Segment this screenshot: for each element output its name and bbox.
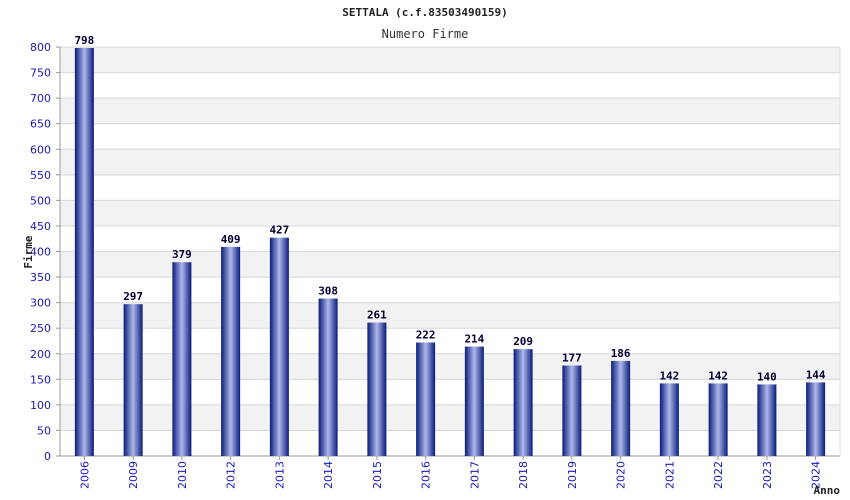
value-label: 209 — [513, 335, 533, 348]
y-tick-label: 200 — [30, 348, 51, 361]
x-tick-label: 2024 — [810, 461, 823, 489]
value-labels: 798 297 379 409 427 308 261 222 214 209 177 186 142 1… — [74, 34, 825, 383]
x-tick-label: 2016 — [420, 461, 433, 489]
x-tick-label: 2020 — [615, 461, 628, 489]
bar — [416, 342, 436, 456]
x-tick-label: 2010 — [176, 461, 189, 489]
bar — [221, 246, 241, 456]
x-tick-label: 2015 — [371, 461, 384, 489]
grid-band — [60, 47, 840, 73]
value-label: 308 — [318, 285, 338, 298]
y-tick-label: 100 — [30, 399, 51, 412]
bar — [318, 298, 338, 456]
bar — [659, 383, 679, 456]
bar — [269, 237, 289, 456]
bar — [513, 349, 533, 456]
grid-band — [60, 200, 840, 226]
value-label: 144 — [806, 368, 826, 381]
x-tick-label: 2012 — [225, 461, 238, 489]
x-tick-label: 2006 — [78, 461, 91, 489]
value-label: 409 — [221, 233, 241, 246]
value-label: 261 — [367, 309, 387, 322]
grid-band — [60, 123, 840, 150]
x-tick-label: 2017 — [468, 461, 481, 489]
x-tick-label: 2009 — [127, 461, 140, 489]
bar — [708, 383, 728, 456]
value-label: 142 — [659, 369, 679, 382]
bar — [611, 360, 631, 456]
bars — [74, 48, 826, 457]
x-axis-label: Anno — [814, 484, 841, 497]
grid-band — [60, 72, 840, 99]
value-label: 222 — [416, 329, 436, 342]
value-label: 177 — [562, 352, 582, 365]
x-tick-label: 2023 — [761, 461, 774, 489]
y-tick-label: 50 — [37, 424, 51, 437]
bar — [562, 365, 582, 456]
y-tick-label: 350 — [30, 271, 51, 284]
bar — [757, 384, 777, 456]
y-tick-label: 600 — [30, 143, 51, 156]
value-label: 379 — [172, 248, 192, 261]
value-label: 297 — [123, 290, 143, 303]
bar — [367, 322, 387, 456]
y-axis-label: Firme — [22, 235, 35, 268]
x-tick-labels: 2006 2009 2010 2012 2013 2014 2015 2016 2017 2018… — [78, 456, 823, 489]
y-tick-label: 700 — [30, 92, 51, 105]
y-tick-label: 750 — [30, 67, 51, 80]
chart-subtitle: Numero Firme — [382, 27, 469, 41]
bar — [74, 48, 94, 457]
x-tick-label: 2022 — [712, 461, 725, 489]
chart-title: SETTALA (c.f.83503490159) — [342, 6, 508, 19]
y-tick-label: 0 — [44, 450, 51, 463]
y-tick-label: 250 — [30, 322, 51, 335]
y-tick-label: 300 — [30, 297, 51, 310]
value-label: 798 — [74, 34, 94, 47]
y-tick-label: 550 — [30, 169, 51, 182]
bar — [806, 382, 826, 456]
x-tick-label: 2014 — [322, 461, 335, 489]
value-label: 142 — [708, 369, 728, 382]
grid-band — [60, 225, 840, 252]
x-tick-label: 2013 — [273, 461, 286, 489]
x-tick-label: 2018 — [517, 461, 530, 489]
grid-band — [60, 174, 840, 201]
x-tick-label: 2021 — [663, 461, 676, 489]
y-tick-label: 150 — [30, 373, 51, 386]
y-tick-label: 650 — [30, 118, 51, 131]
grid-band — [60, 149, 840, 175]
value-label: 186 — [611, 347, 631, 360]
x-tick-label: 2019 — [566, 461, 579, 489]
grid-band — [60, 98, 840, 124]
y-tick-label: 450 — [30, 220, 51, 233]
y-tick-label: 400 — [30, 246, 51, 259]
value-label: 140 — [757, 370, 777, 383]
y-tick-label: 800 — [30, 41, 51, 54]
value-label: 214 — [464, 333, 484, 346]
bar — [172, 262, 192, 456]
y-tick-label: 500 — [30, 194, 51, 207]
bar — [123, 304, 143, 456]
bar — [464, 346, 484, 456]
y-tick-labels: 0 50 100 150 200 250 300 350 400 450 500 550 600 650 7… — [30, 41, 51, 463]
value-label: 427 — [269, 224, 289, 237]
